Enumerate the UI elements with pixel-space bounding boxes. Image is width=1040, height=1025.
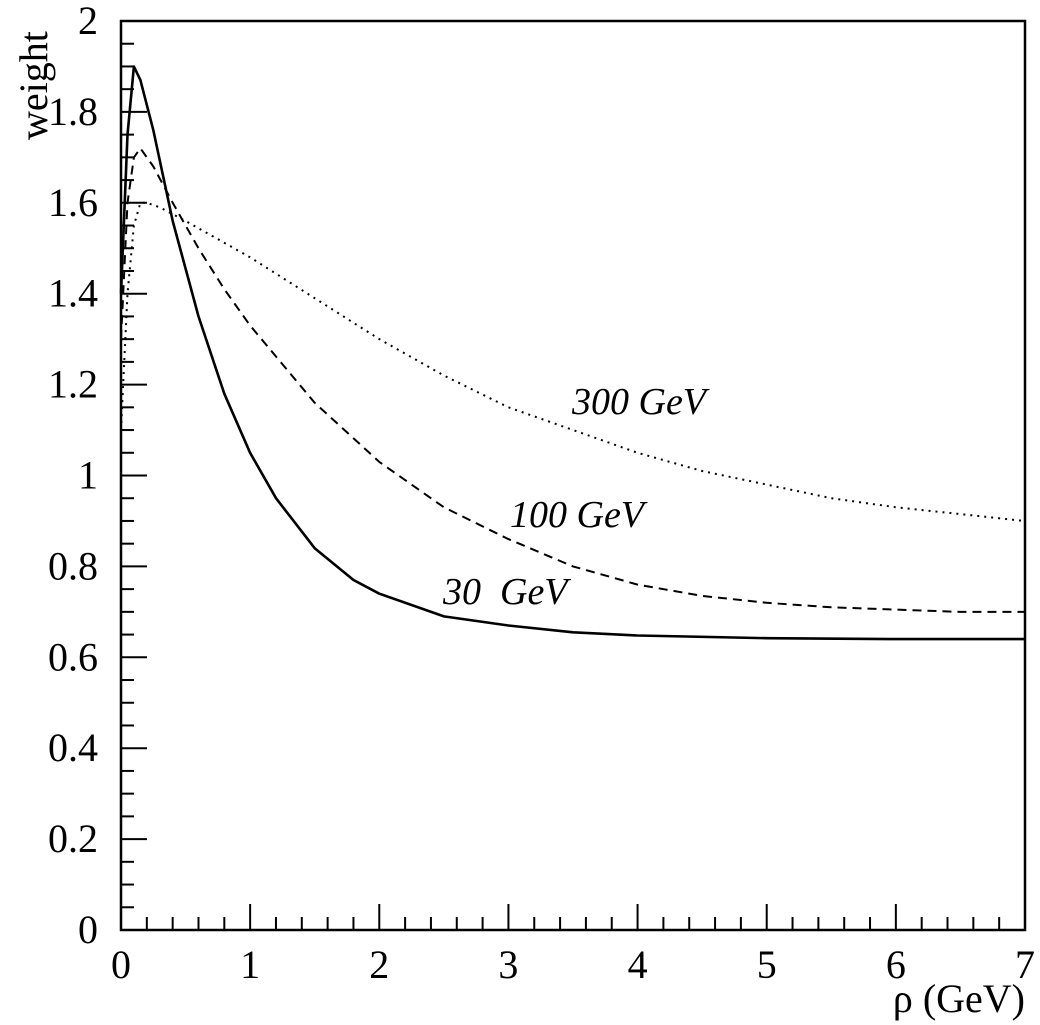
- annotation-30gev: 30 GeV: [442, 571, 571, 613]
- x-tick-label: 6: [886, 942, 906, 987]
- y-tick-label: 0.6: [48, 634, 98, 679]
- y-tick-label: 1: [78, 453, 98, 498]
- y-tick-label: 1.6: [48, 180, 98, 225]
- y-tick-labels: 0 0.2 0.4 0.6 0.8 1 1.2 1.4 1.6 1.8 2: [48, 0, 98, 952]
- x-tick-label: 4: [628, 942, 648, 987]
- annotation-300gev: 300 GeV: [571, 381, 710, 423]
- series-line-dashed: [120, 147, 1025, 613]
- y-tick-label: 1.2: [48, 362, 98, 407]
- series-line-dotted: [120, 201, 1026, 522]
- plot-frame: [119, 19, 1027, 932]
- x-tick-label: 2: [369, 942, 389, 987]
- y-tick-label: 0.4: [48, 725, 98, 770]
- x-tick-label: 7: [1015, 942, 1035, 987]
- y-tick-label: 1.8: [48, 89, 98, 134]
- x-tick-labels: 0 1 2 3 4 5 6 7: [111, 942, 1035, 987]
- x-tick-label: 3: [498, 942, 518, 987]
- chart-curves: [119, 65, 1026, 641]
- x-tick-label: 1: [240, 942, 260, 987]
- y-tick-label: 1.4: [48, 271, 98, 316]
- y-tick-label: 0: [78, 907, 98, 952]
- y-axis-label: weight: [11, 31, 56, 140]
- y-tick-label: 0.2: [48, 816, 98, 861]
- x-tick-label: 5: [757, 942, 777, 987]
- axis-ticks: [120, 20, 1026, 931]
- y-tick-label: 2: [78, 0, 98, 43]
- x-tick-label: 0: [111, 942, 131, 987]
- x-axis-label: ρ (GeV): [893, 976, 1025, 1021]
- y-tick-label: 0.8: [48, 543, 98, 588]
- series-line-solid: [119, 65, 1025, 641]
- annotation-100gev: 100 GeV: [510, 494, 648, 536]
